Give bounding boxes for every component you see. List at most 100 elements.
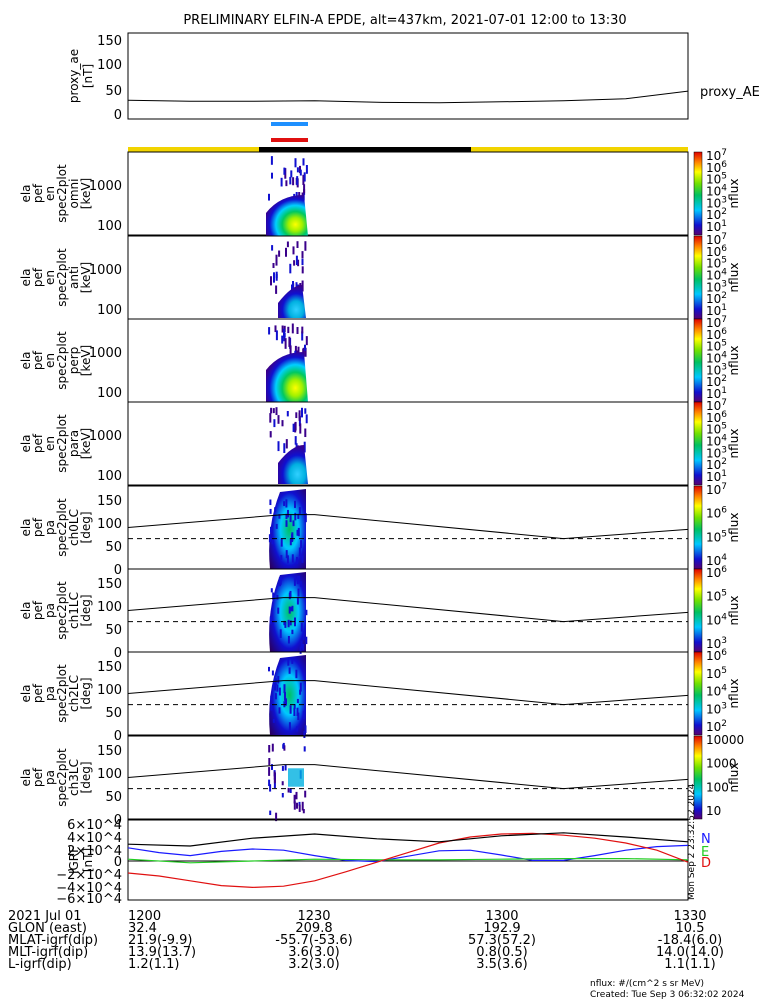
legend-entry: proxy_AE — [700, 85, 760, 100]
y-axis-label: ela — [19, 184, 33, 202]
y-axis-label: ela — [19, 434, 33, 452]
spectrogram-pixel — [301, 280, 304, 292]
spectrogram-pixel — [269, 616, 272, 625]
spectrogram-pixel — [274, 693, 277, 700]
y-axis-label: IGRF — [67, 846, 81, 874]
spectrogram-pixel — [304, 428, 307, 438]
energy-spectrogram-panels: 1000100elapefenspec2plotomni[keV]1071061… — [19, 148, 741, 486]
spectrogram-pixel — [291, 284, 293, 291]
pitch-angle-spectrogram-panels: 150100500elapefpaspec2plotch0LC[deg]1071… — [19, 482, 744, 828]
spectrogram-pixel — [289, 788, 292, 793]
spectrogram-pixel — [304, 241, 307, 251]
y-tick-label: 50 — [105, 540, 122, 555]
panel-frame — [127, 401, 689, 486]
footer-cell: 1300 — [485, 909, 518, 924]
y-axis-label: [keV] — [79, 345, 93, 376]
tick-label: 106 — [706, 506, 727, 521]
colorbar — [693, 401, 703, 486]
spectrogram-pixel — [295, 282, 298, 288]
spectrogram-pixel — [276, 684, 279, 692]
spectrogram-pixel — [296, 726, 299, 732]
spectrogram-pixel — [275, 812, 278, 822]
spectrogram-pixel — [275, 271, 278, 279]
panel-frame — [127, 32, 689, 120]
panel-frame — [127, 485, 689, 570]
tick-label: 105 — [706, 529, 727, 544]
colorbar-label: nflux — [727, 263, 741, 293]
spectrogram-pixel — [296, 597, 299, 605]
igrf-line-n — [127, 844, 689, 863]
footer-cell: 1230 — [297, 909, 330, 924]
spectrogram-pixel — [302, 174, 305, 185]
spectrogram-pixel — [271, 245, 274, 251]
tick-label: 10 — [706, 804, 721, 818]
proxy-ae-series-line — [127, 90, 689, 104]
y-axis-label: en — [43, 436, 57, 451]
spectrogram-pixel — [294, 512, 297, 521]
spectrogram-pixel — [268, 666, 270, 672]
spectrogram-pixel — [268, 767, 271, 776]
spectrogram-pixel — [278, 707, 281, 714]
y-tick-label: 150 — [97, 660, 122, 675]
y-axis-label: ch3LC — [67, 759, 81, 796]
y-tick-label: 1000 — [89, 429, 122, 444]
spectrogram-pixel — [278, 577, 281, 586]
spectrogram-pixel — [270, 276, 272, 286]
spectrogram-pixel — [280, 555, 283, 560]
spectrogram-flux-region — [278, 445, 308, 484]
y-axis-label: ch1LC — [67, 592, 81, 629]
spectrogram-pixel — [283, 328, 285, 338]
y-axis-label: pef — [31, 683, 45, 703]
spectrogram-pixel — [297, 513, 300, 519]
spectrogram-pixel — [305, 609, 308, 616]
spectrogram-pixel — [295, 255, 298, 266]
y-axis-label: ela — [19, 768, 33, 786]
spectrogram-pixel — [296, 167, 299, 173]
spectrogram-pixel — [278, 687, 281, 696]
footer-cell: 10.5 — [676, 921, 705, 936]
spectrogram-pixel — [296, 176, 299, 186]
spectrogram-flux-region — [269, 489, 306, 569]
y-axis-label: perp — [67, 347, 81, 375]
y-tick-label: 100 — [97, 683, 122, 698]
y-axis-label: spec2plot — [55, 664, 69, 723]
tick-label: 107 — [706, 482, 727, 497]
y-axis-label: ch0LC — [67, 509, 81, 546]
spectrogram-pixel — [277, 415, 280, 424]
y-tick-label: 150 — [97, 744, 122, 759]
spectrogram-pixel — [297, 588, 300, 597]
spectrogram-pixel — [303, 184, 306, 194]
footer-cell: 209.8 — [295, 921, 332, 936]
spectrogram-pixel — [296, 576, 299, 585]
y-axis-label: ela — [19, 268, 33, 286]
y-axis-label: [deg] — [79, 762, 93, 794]
spectrogram-pixel — [274, 325, 277, 333]
y-axis-label: para — [67, 430, 81, 457]
spectrogram-pixel — [283, 745, 286, 751]
spectrogram-pixel — [288, 606, 291, 614]
y-axis-label: pef — [31, 433, 45, 453]
spectrogram-pixel — [295, 412, 298, 419]
tick-label: 102 — [706, 719, 727, 734]
panel-omni: 1000100elapefenspec2plotomni[keV]1071061… — [19, 148, 741, 236]
spectrogram-pixel — [278, 514, 281, 519]
spectrogram-pixel — [268, 534, 271, 543]
spectrogram-pixel — [295, 669, 298, 679]
spectrogram-pixel — [287, 636, 290, 644]
panel-proxy-ae: 150 100 50 0 proxy_ae [nT] proxy_AE — [67, 32, 760, 123]
spectrogram-pixel — [298, 804, 301, 812]
spectrogram-pixel — [297, 259, 300, 267]
spectrogram-pixel — [291, 629, 294, 635]
footer-cell: 13.9(13.7) — [128, 945, 196, 960]
spectrogram-pixel — [305, 414, 308, 424]
spectrogram-pixel — [291, 554, 294, 563]
spectrogram-pixel — [297, 527, 300, 537]
y-axis-label: pef — [31, 600, 45, 620]
panel-frame — [127, 318, 689, 403]
spectrogram-pixel — [292, 520, 295, 527]
spectrogram-pixel — [289, 725, 291, 730]
spectrogram-pixel — [271, 764, 273, 770]
spectrogram-pixel — [294, 436, 297, 445]
y-axis-label: pef — [31, 183, 45, 203]
